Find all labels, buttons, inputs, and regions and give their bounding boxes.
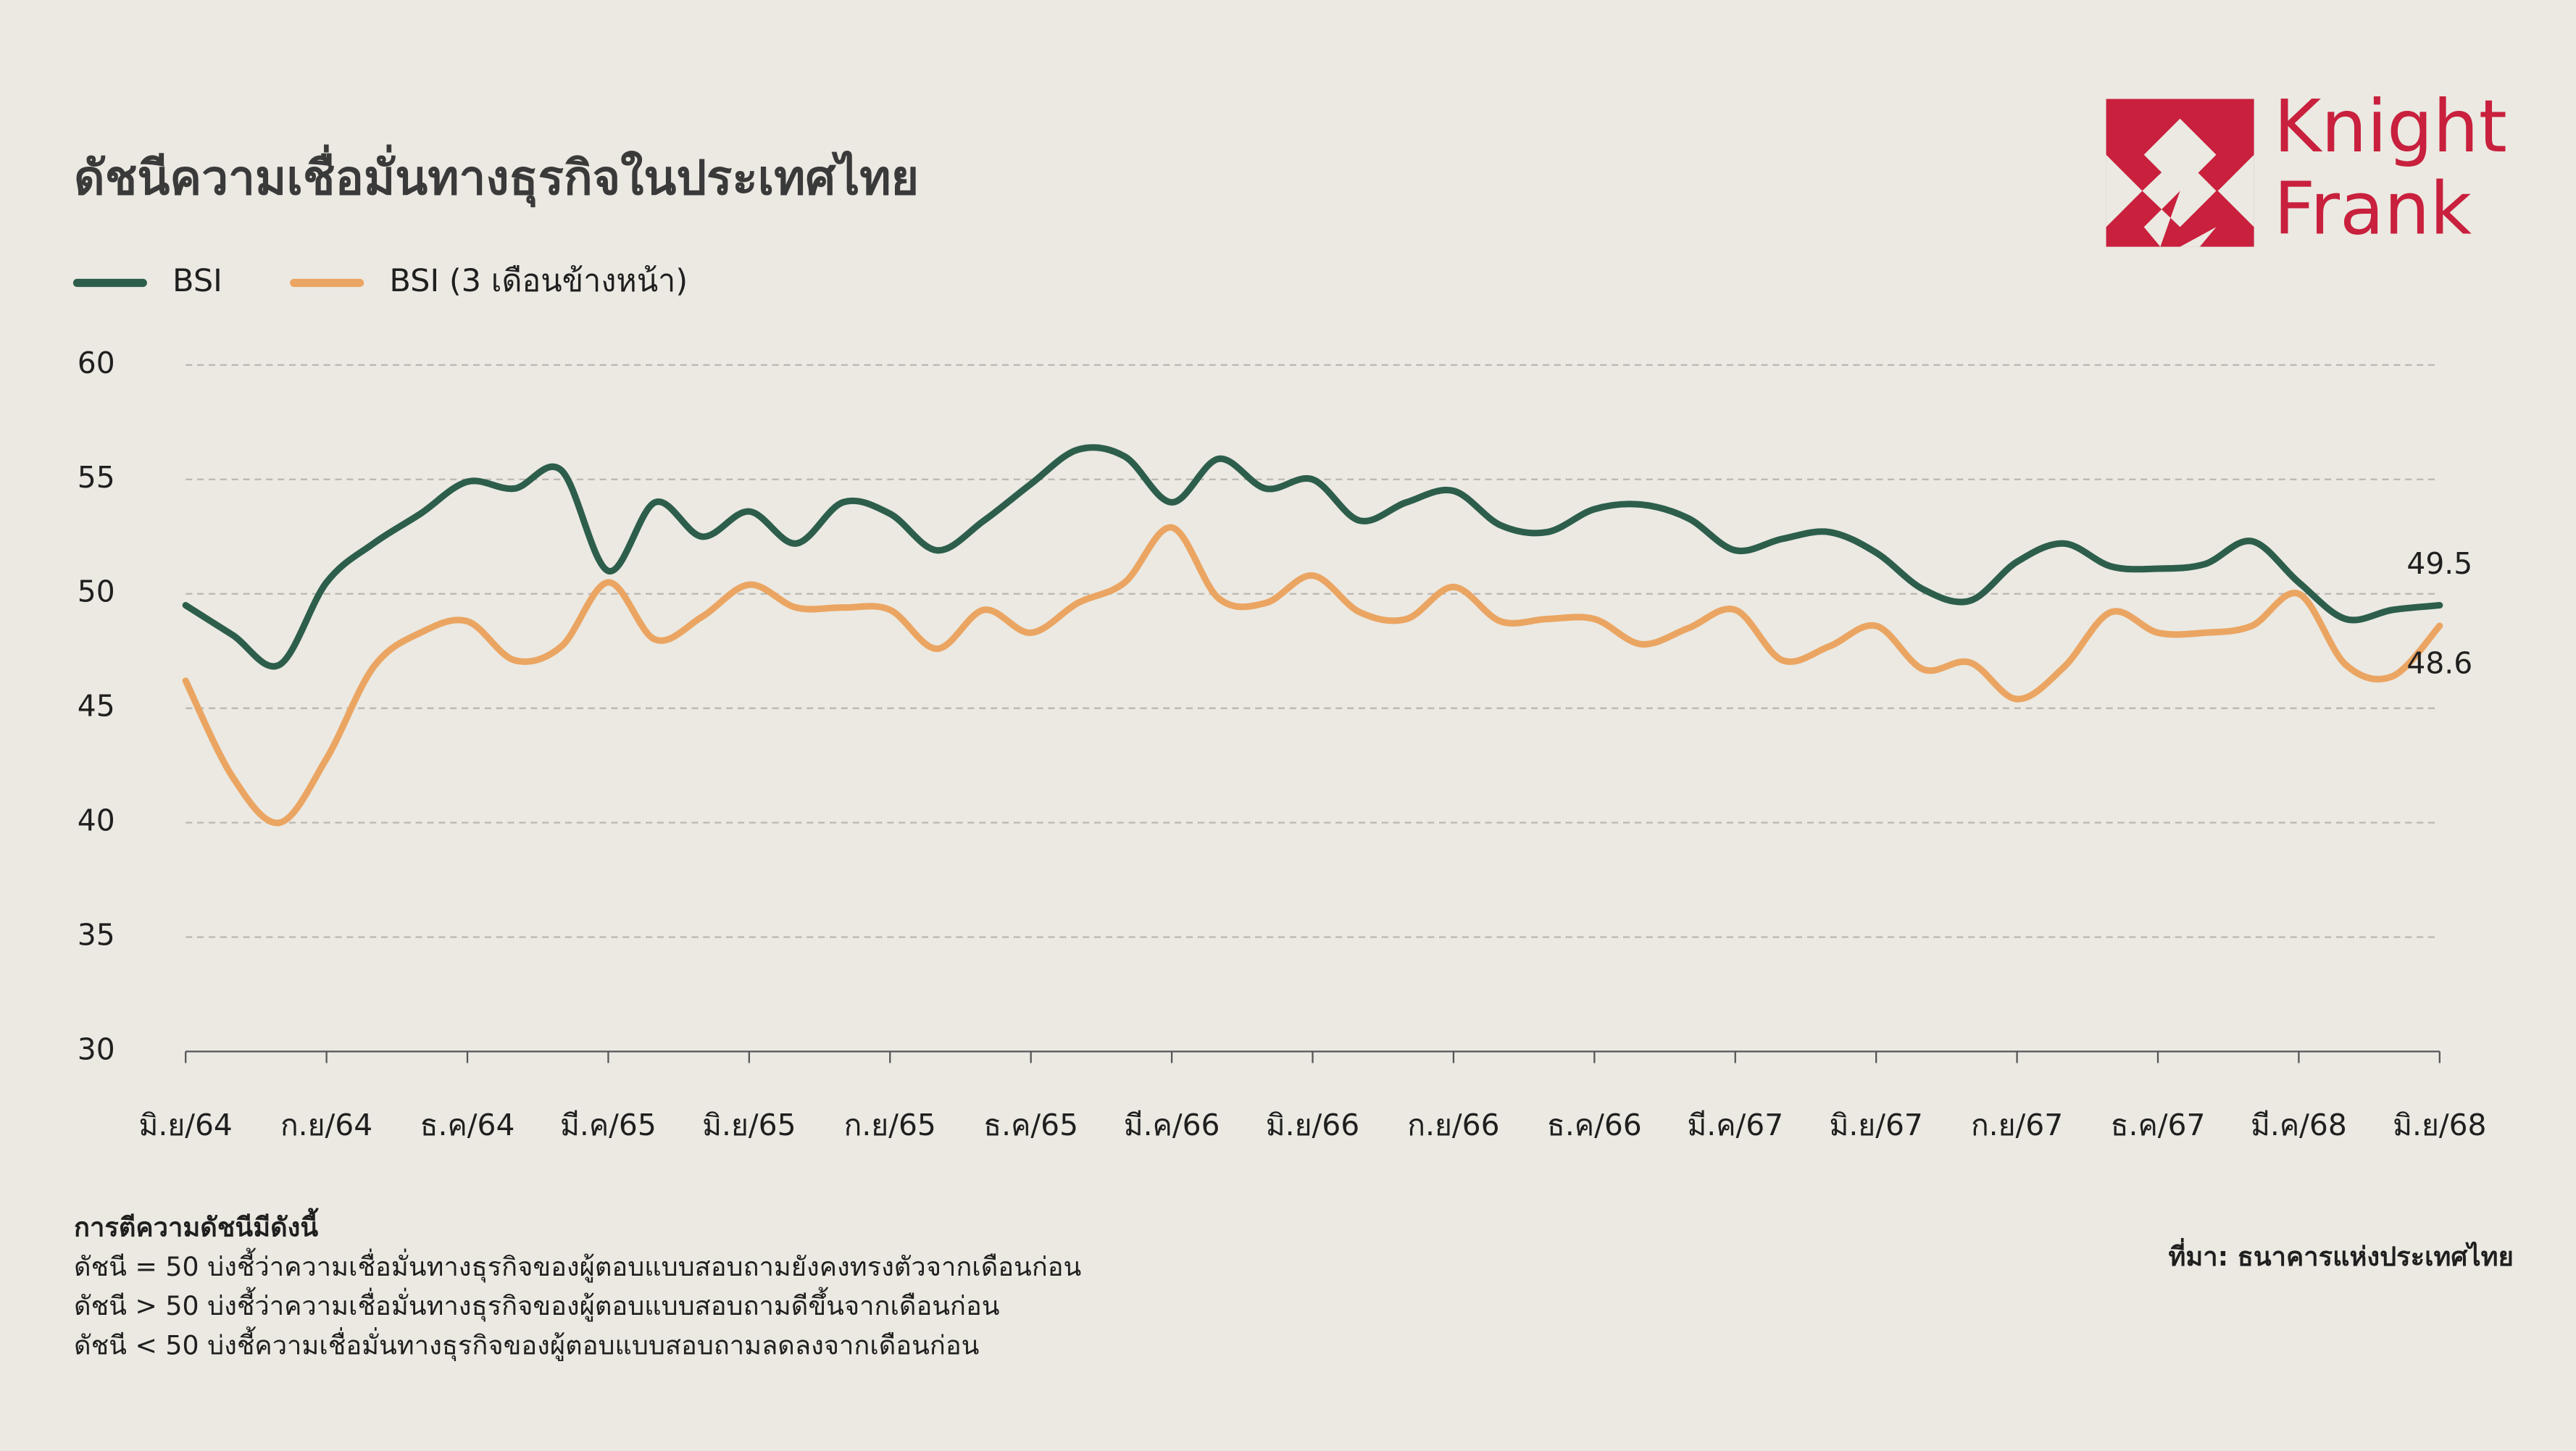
logo-cutout (2106, 118, 2254, 247)
x-tick-label: มี.ค/65 (560, 1108, 656, 1142)
logo-text: Frank (2274, 167, 2472, 251)
x-tick-label: ก.ย/67 (1971, 1108, 2063, 1142)
y-tick-label: 35 (78, 918, 115, 953)
note-heading: การตีความดัชนีมีดังนี้ (74, 1208, 319, 1242)
series-line (182, 524, 2443, 827)
y-tick-label: 45 (78, 689, 115, 724)
series-line (182, 444, 2443, 670)
end-value-label: 48.6 (2406, 645, 2472, 680)
x-tick-label: มิ.ย/67 (1829, 1108, 1922, 1142)
end-value-label: 49.5 (2406, 546, 2472, 581)
x-tick-label: มี.ค/66 (1124, 1108, 1220, 1142)
note: ดัชนี = 50 บ่งชี้ว่าความเชื่อมั่นทางธุรก… (74, 1247, 1081, 1283)
note: ดัชนี < 50 บ่งชี้ความเชื่อมั่นทางธุรกิจข… (74, 1326, 979, 1362)
x-tick-label: ธ.ค/65 (983, 1108, 1078, 1142)
x-tick-label: ก.ย/65 (844, 1108, 936, 1142)
x-tick-label: มี.ค/67 (1687, 1108, 1783, 1142)
y-tick-label: 40 (78, 803, 115, 838)
chart-title: ดัชนีความเชื่อมั่นทางธุรกิจในประเทศไทย (74, 143, 919, 208)
x-tick-label: มิ.ย/66 (1266, 1108, 1359, 1142)
x-tick-label: มิ.ย/65 (702, 1108, 796, 1142)
x-tick-label: มิ.ย/64 (138, 1108, 232, 1142)
source: ที่มา: ธนาคารแห่งประเทศไทย (2168, 1238, 2513, 1272)
x-tick-label: ธ.ค/67 (2111, 1108, 2206, 1142)
legend-label: BSI (3 เดือนข้างหน้า) (389, 263, 688, 299)
x-tick-label: มี.ค/68 (2251, 1108, 2347, 1142)
legend-label: BSI (172, 263, 222, 299)
x-tick-label: ก.ย/66 (1407, 1108, 1499, 1142)
y-tick-label: 60 (78, 346, 115, 380)
y-tick-label: 30 (78, 1032, 115, 1067)
x-tick-label: ธ.ค/64 (420, 1108, 515, 1142)
x-tick-label: ธ.ค/66 (1547, 1108, 1642, 1142)
x-tick-label: ก.ย/64 (280, 1108, 372, 1142)
logo-text: Knight (2274, 84, 2507, 169)
y-tick-label: 55 (78, 460, 115, 495)
note: ดัชนี > 50 บ่งชี้ว่าความเชื่อมั่นทางธุรก… (74, 1287, 1000, 1322)
x-tick-label: มิ.ย/68 (2393, 1108, 2486, 1142)
y-tick-label: 50 (78, 574, 115, 609)
logo: Knight Frank (2106, 84, 2507, 251)
